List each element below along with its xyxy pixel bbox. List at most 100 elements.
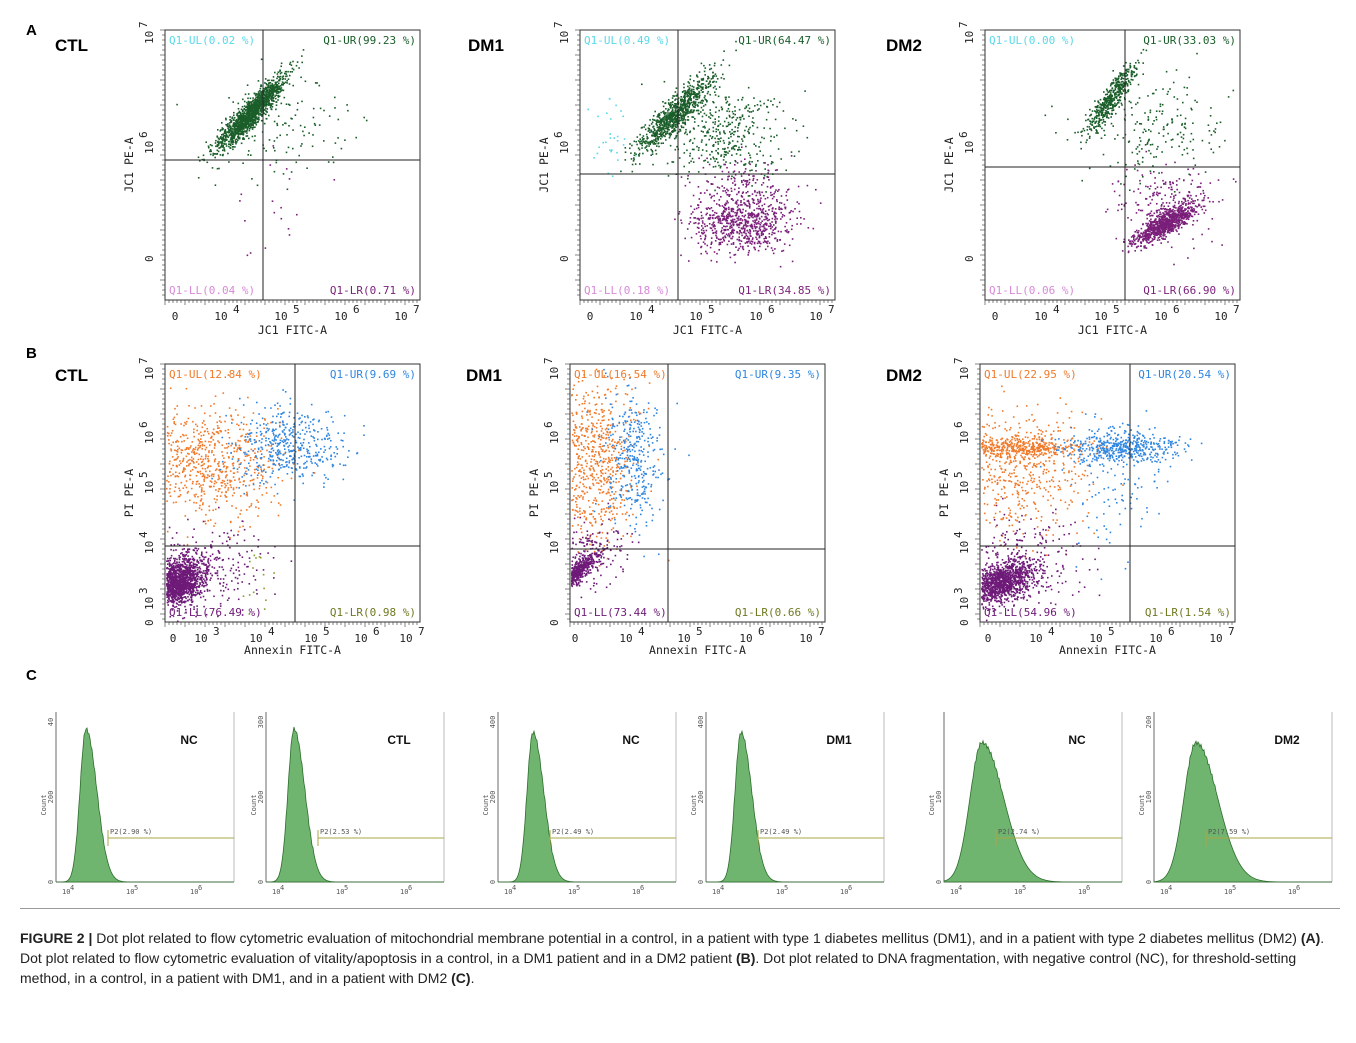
y-tick-label: 0 [47, 880, 55, 884]
x-axis-title: Annexin FITC-A [1059, 643, 1156, 657]
x-tick-base: 10 [1014, 888, 1022, 896]
histogram-sample-label: CTL [387, 733, 410, 747]
x-tick-base: 10 [126, 888, 134, 896]
y-tick: 105 [542, 471, 561, 494]
quadrant-ur-label: Q1-UR(64.47 %) [738, 34, 831, 47]
x-tick-exp: 5 [784, 884, 788, 892]
x-tick-base: 10 [1078, 888, 1086, 896]
y-tick-exp: 7 [957, 21, 970, 28]
x-tick-base: 10 [1154, 310, 1167, 323]
y-tick: 0 [47, 880, 55, 884]
y-tick-mid: 106 [552, 131, 571, 154]
quadrant-ur-label: Q1-UR(20.54 %) [1138, 368, 1231, 381]
x-tick-base: 10 [399, 632, 412, 645]
dot-cloud [587, 40, 822, 268]
y-axis-title-group: Count [482, 794, 490, 815]
quadrant-lr-label: Q1-LR(0.66 %) [735, 606, 821, 619]
gate-label: P2(2.74 %) [998, 828, 1040, 836]
y-tick-mid: 106 [137, 131, 156, 154]
x-tick-base: 10 [840, 888, 848, 896]
x-tick-exp: 7 [828, 303, 835, 316]
figure-label: FIGURE 2 | [20, 930, 93, 946]
x-tick-exp: 5 [134, 884, 138, 892]
y-tick-base: 10 [963, 141, 976, 154]
x-axis-title: Annexin FITC-A [244, 643, 341, 657]
x-tick-base: 10 [1094, 310, 1107, 323]
y-tick-base: 0 [548, 619, 561, 626]
x-tick-base: 10 [274, 310, 287, 323]
x-tick-exp: 5 [708, 303, 715, 316]
y-tick: 0 [958, 619, 971, 626]
x-tick-base: 10 [214, 310, 227, 323]
quadrant-ll-label: Q1-LL(0.04 %) [169, 284, 255, 297]
x-tick-base: 10 [568, 888, 576, 896]
x-tick-exp: 6 [198, 884, 202, 892]
x-tick-base: 10 [1029, 632, 1042, 645]
y-axis-title: Count [250, 794, 258, 815]
y-tick-base: 10 [143, 141, 156, 154]
x-tick-exp: 7 [418, 625, 425, 638]
y-axis-title-group: PI PE-A [527, 469, 541, 518]
y-axis-title-group: PI PE-A [122, 469, 136, 518]
x-tick-base: 10 [334, 310, 347, 323]
x-tick-base: 10 [749, 310, 762, 323]
caption-part-4: . [470, 970, 475, 986]
quadrant-ur-label: Q1-UR(9.69 %) [330, 368, 416, 381]
y-axis-title: Count [482, 794, 490, 815]
quadrant-lr-label: Q1-LR(34.85 %) [738, 284, 831, 297]
x-tick-base: 10 [400, 888, 408, 896]
x-tick-base: 10 [809, 310, 822, 323]
y-tick-exp: 3 [137, 587, 150, 594]
y-tick-exp: 7 [137, 357, 150, 364]
x-tick-exp: 4 [958, 884, 962, 892]
y-tick: 40 [47, 718, 55, 726]
x-tick-exp: 3 [213, 625, 220, 638]
x-tick-exp: 4 [268, 625, 275, 638]
quadrant-ur-label: Q1-UR(33.03 %) [1143, 34, 1236, 47]
x-tick-base: 10 [1214, 310, 1227, 323]
quadrant-ul-label: Q1-UL(0.00 %) [989, 34, 1075, 47]
histogram-curve [266, 726, 444, 883]
y-axis-title: JC1 PE-A [537, 137, 551, 192]
x-tick-base: 10 [336, 888, 344, 896]
x-tick-exp: 6 [758, 625, 765, 638]
x-tick-exp: 7 [818, 625, 825, 638]
quadrant-ul-label: Q1-UL(12.84 %) [169, 368, 262, 381]
quadrant-lr-label: Q1-LR(66.90 %) [1143, 284, 1236, 297]
x-tick-base: 10 [1160, 888, 1168, 896]
x-tick-exp: 6 [1296, 884, 1300, 892]
x-tick-exp: 5 [323, 625, 330, 638]
x-tick-0: 0 [992, 310, 999, 323]
x-tick-0: 0 [172, 310, 179, 323]
x-tick-zero: 0 [985, 632, 992, 645]
x-tick-exp: 6 [1173, 303, 1180, 316]
row-b-sample-dm1: DM1 [466, 366, 502, 385]
jc1-dot-plot-ctl: Q1-UL(0.02 %) Q1-UR(99.23 %) Q1-LL(0.04 %)… [122, 21, 421, 337]
y-tick-exp: 4 [952, 531, 965, 538]
y-tick: 105 [137, 471, 156, 494]
x-tick-base: 10 [272, 888, 280, 896]
dot-cloud [176, 49, 368, 257]
x-tick-base: 10 [1224, 888, 1232, 896]
y-tick: 0 [1145, 880, 1153, 884]
y-axis-title: Count [928, 794, 936, 815]
x-tick-exp: 6 [408, 884, 412, 892]
y-tick: 106 [542, 421, 561, 444]
x-tick-exp: 5 [1022, 884, 1026, 892]
y-tick: 107 [542, 357, 561, 380]
x-tick-exp: 6 [640, 884, 644, 892]
caption-part-2: . Dot plot related to flow cytometric ev… [20, 930, 1325, 966]
y-tick-exp: 3 [952, 587, 965, 594]
x-tick-exp: 4 [1168, 884, 1172, 892]
y-tick-exp: 7 [542, 357, 555, 364]
dot-cloud [166, 374, 365, 623]
y-tick-base: 10 [548, 541, 561, 554]
y-axis-title: PI PE-A [527, 469, 541, 518]
y-tick-exp: 7 [952, 357, 965, 364]
y-tick: 103 [952, 587, 971, 610]
y-tick: 200 [489, 791, 497, 804]
y-axis-title: Count [1138, 794, 1146, 815]
